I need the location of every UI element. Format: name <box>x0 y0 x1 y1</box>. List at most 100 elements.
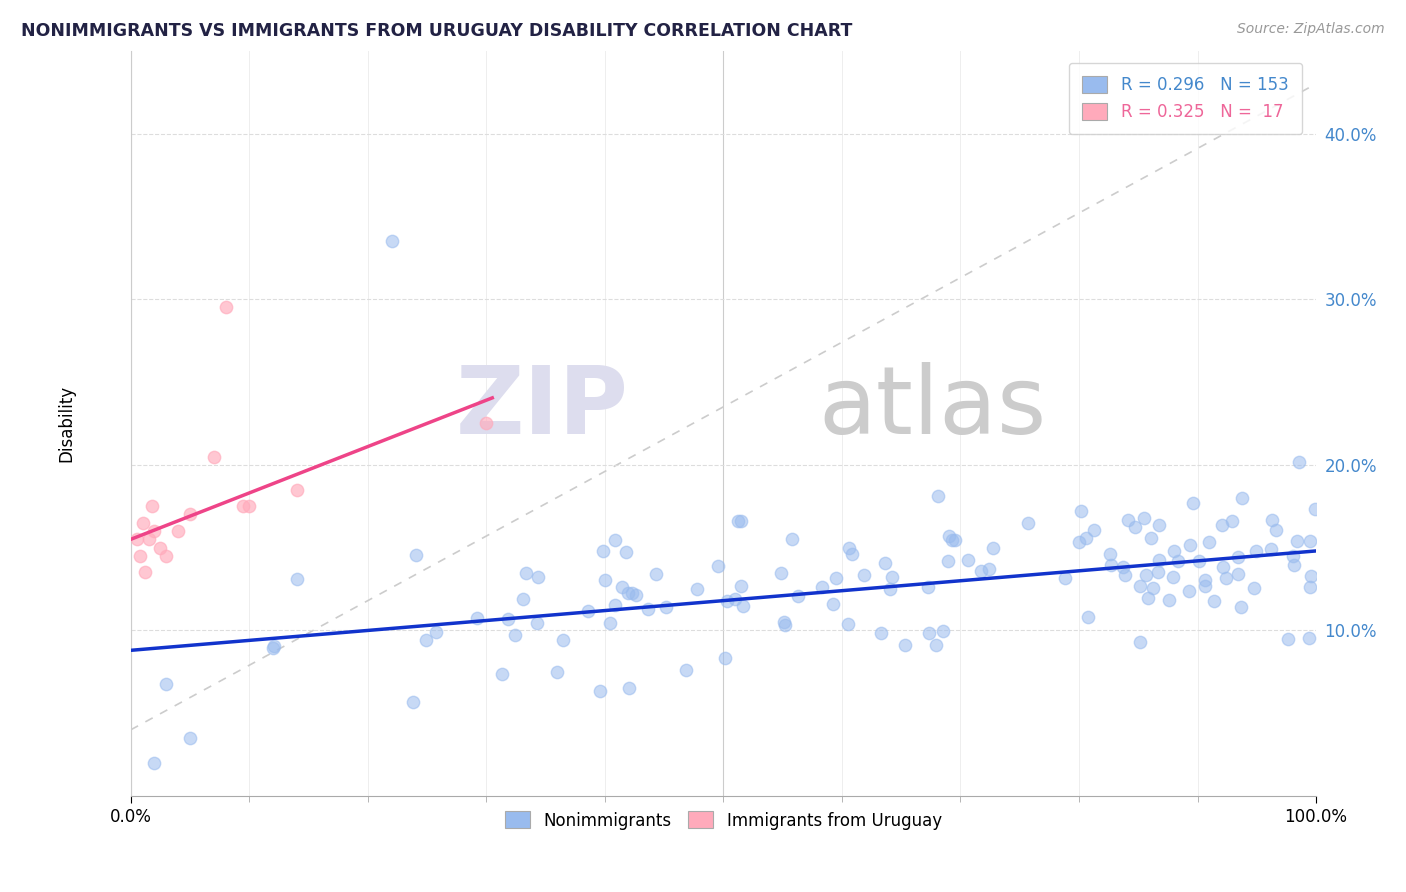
Point <box>675 663 697 677</box>
Point <box>134 566 156 580</box>
Point <box>285 572 308 586</box>
Point <box>1142 581 1164 595</box>
Point <box>780 532 803 546</box>
Point <box>1167 554 1189 568</box>
Point <box>1226 550 1249 565</box>
Point <box>1083 524 1105 538</box>
Point <box>977 562 1000 576</box>
Point <box>1299 533 1322 548</box>
Point <box>1157 593 1180 607</box>
Point <box>1070 504 1092 518</box>
Point <box>1202 594 1225 608</box>
Point <box>515 566 537 580</box>
Point <box>770 566 793 580</box>
Point <box>1069 535 1091 549</box>
Point <box>1135 567 1157 582</box>
Point <box>179 508 201 522</box>
Point <box>617 586 640 600</box>
Point <box>599 616 621 631</box>
Point <box>425 624 447 639</box>
Point <box>1116 513 1139 527</box>
Point <box>1277 632 1299 647</box>
Point <box>880 570 903 584</box>
Text: ZIP: ZIP <box>456 362 628 455</box>
Point <box>786 589 808 603</box>
Point <box>1194 573 1216 587</box>
Point <box>773 615 796 630</box>
Point <box>838 541 860 555</box>
Point <box>1163 543 1185 558</box>
Point <box>932 624 955 639</box>
Point <box>927 489 949 503</box>
Point <box>941 533 963 548</box>
Point <box>879 582 901 596</box>
Point <box>155 677 177 691</box>
Point <box>637 601 659 615</box>
Point <box>981 541 1004 555</box>
Point <box>593 573 616 587</box>
Point <box>943 533 966 548</box>
Point <box>202 450 225 464</box>
Point <box>526 616 548 631</box>
Point <box>938 529 960 543</box>
Point <box>617 681 640 696</box>
Point <box>592 544 614 558</box>
Point <box>149 541 172 555</box>
Point <box>1288 455 1310 469</box>
Point <box>1230 599 1253 614</box>
Point <box>380 234 402 248</box>
Point <box>1226 567 1249 582</box>
Legend: Nonimmigrants, Immigrants from Uruguay: Nonimmigrants, Immigrants from Uruguay <box>499 805 949 836</box>
Point <box>576 604 599 618</box>
Point <box>1215 571 1237 585</box>
Point <box>1303 502 1326 516</box>
Point <box>853 567 876 582</box>
Point <box>129 549 152 563</box>
Point <box>714 651 737 665</box>
Point <box>1161 570 1184 584</box>
Point <box>138 533 160 547</box>
Point <box>730 514 752 528</box>
Point <box>491 667 513 681</box>
Point <box>415 632 437 647</box>
Point <box>238 499 260 513</box>
Point <box>616 544 638 558</box>
Point <box>1220 515 1243 529</box>
Point <box>603 533 626 548</box>
Point <box>141 499 163 513</box>
Text: Source: ZipAtlas.com: Source: ZipAtlas.com <box>1237 22 1385 37</box>
Point <box>285 483 308 497</box>
Point <box>1178 584 1201 599</box>
Point <box>875 556 897 570</box>
Point <box>918 625 941 640</box>
Point <box>1265 523 1288 537</box>
Point <box>232 499 254 513</box>
Point <box>1133 511 1156 525</box>
Point <box>1260 541 1282 556</box>
Point <box>894 638 917 652</box>
Point <box>1140 531 1163 545</box>
Point <box>505 628 527 642</box>
Y-axis label: Disability: Disability <box>58 384 75 462</box>
Point <box>603 598 626 612</box>
Point <box>1298 580 1320 594</box>
Point <box>179 731 201 745</box>
Point <box>512 592 534 607</box>
Point <box>553 633 575 648</box>
Point <box>810 580 832 594</box>
Point <box>546 665 568 679</box>
Point <box>405 548 427 562</box>
Point <box>917 580 939 594</box>
Point <box>589 683 612 698</box>
Point <box>1285 534 1308 549</box>
Point <box>773 618 796 632</box>
Text: atlas: atlas <box>818 362 1046 455</box>
Point <box>1284 558 1306 573</box>
Point <box>475 417 498 431</box>
Point <box>1212 560 1234 574</box>
Point <box>1178 538 1201 552</box>
Point <box>1074 531 1097 545</box>
Point <box>621 586 644 600</box>
Point <box>125 533 148 547</box>
Point <box>214 301 236 315</box>
